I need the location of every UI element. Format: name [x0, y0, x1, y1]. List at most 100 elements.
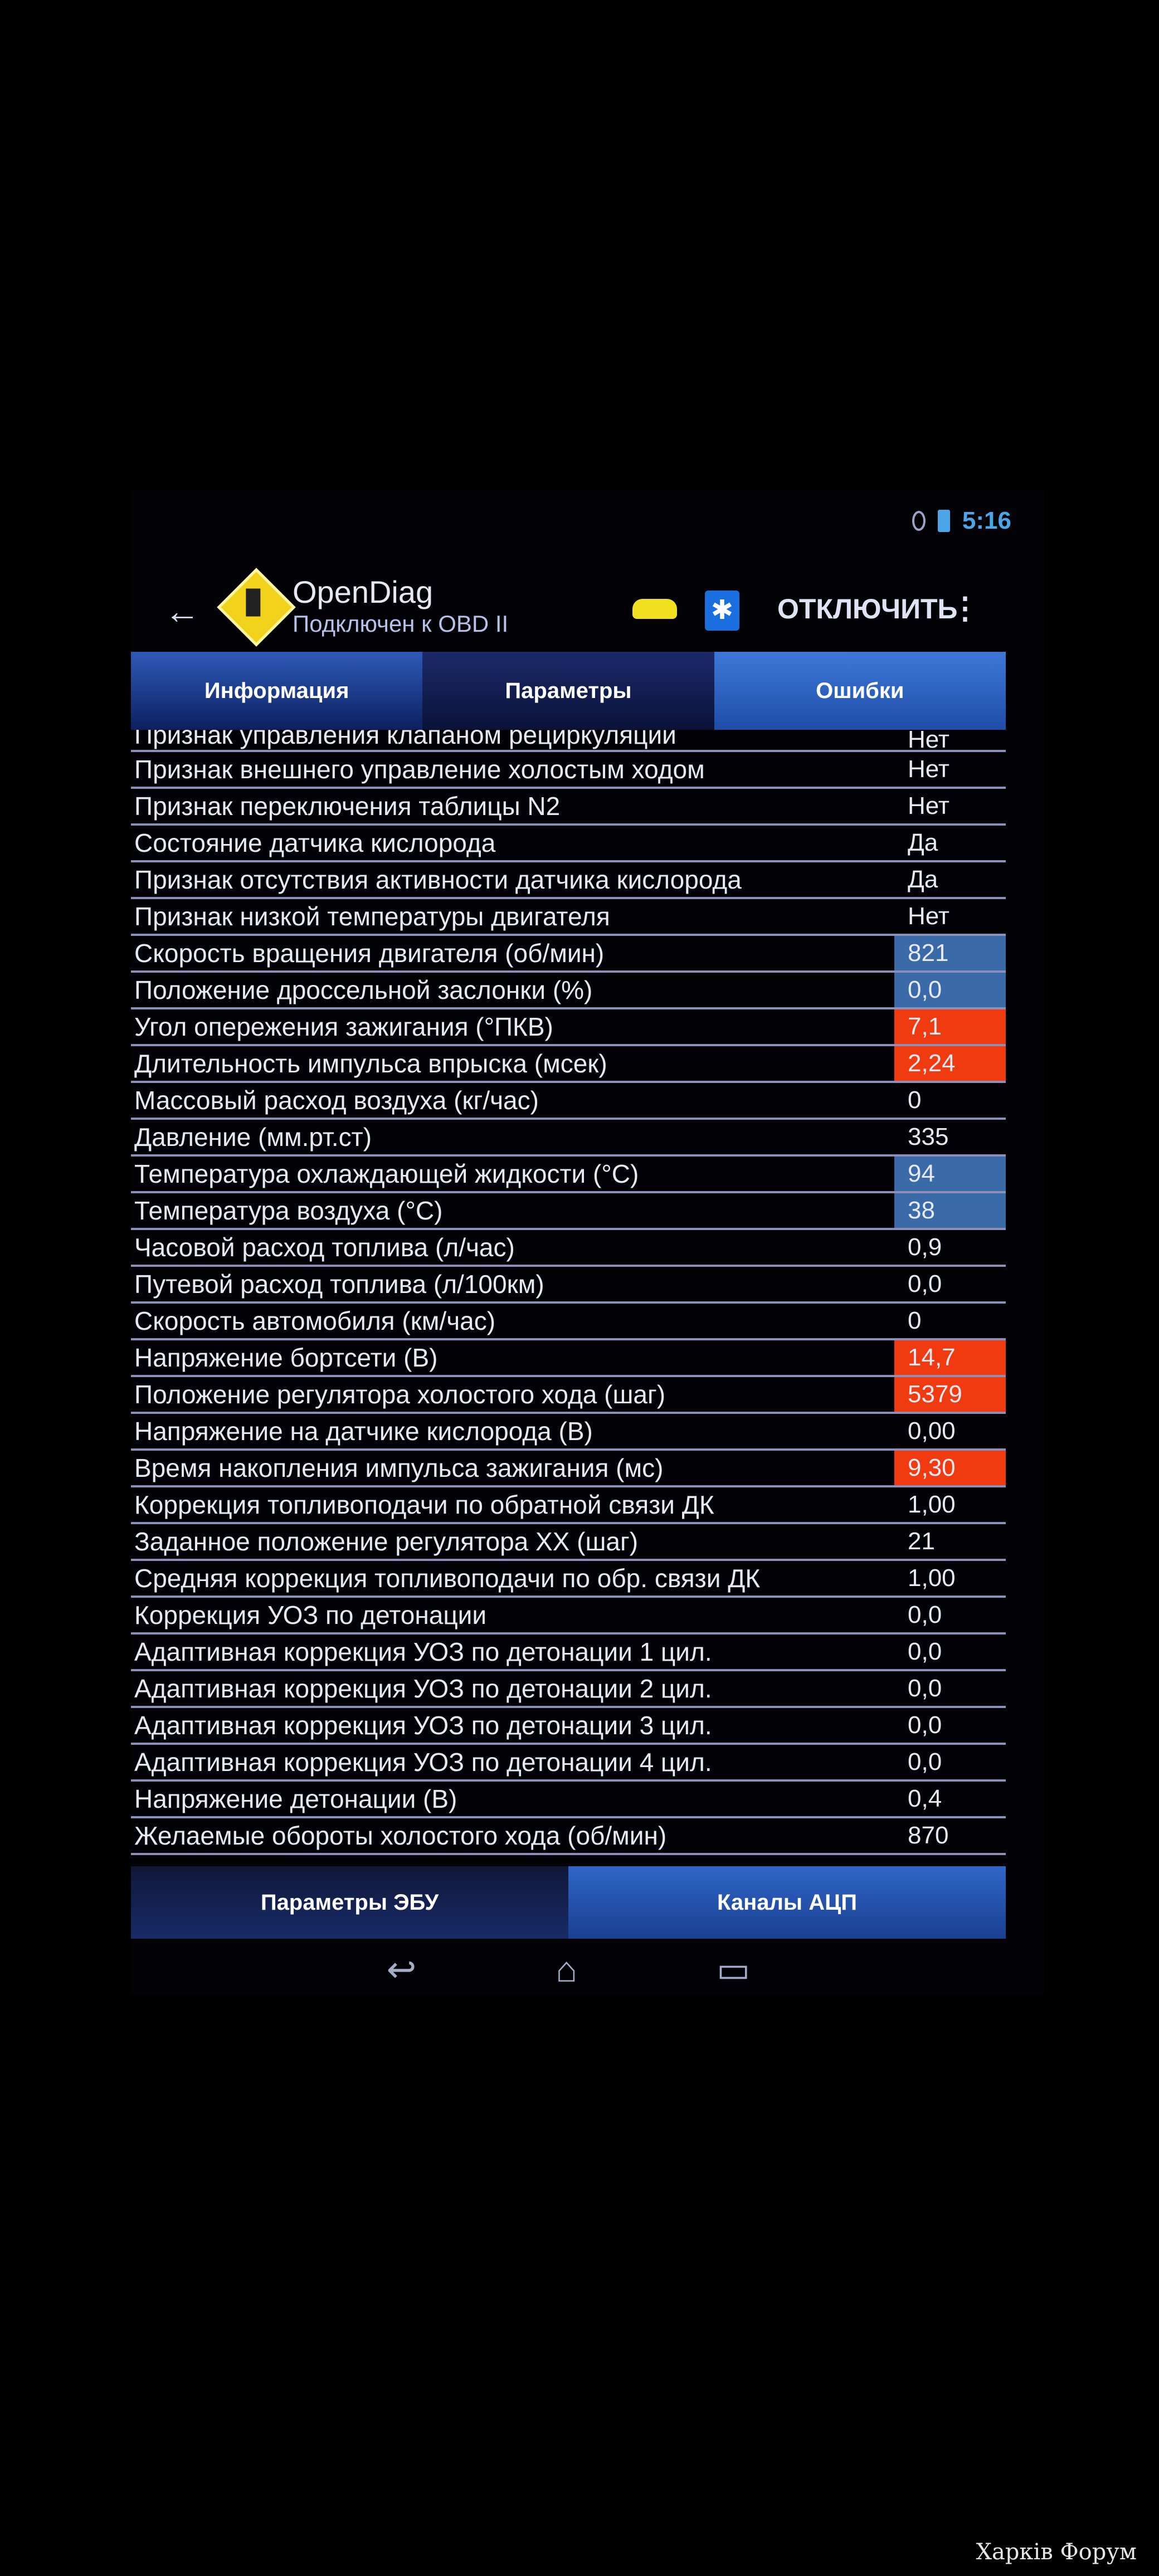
parameter-label: Положение дроссельной заслонки (%)	[134, 975, 593, 1004]
nav-back-icon[interactable]: ↩	[386, 1949, 417, 1989]
parameter-row[interactable]: Заданное положение регулятора ХХ (шаг) 21	[131, 1524, 1006, 1561]
parameter-label: Признак низкой температуры двигателя	[134, 902, 610, 931]
parameter-value: 0,0	[908, 1270, 942, 1297]
parameter-value: 0,0	[894, 973, 1006, 1007]
parameter-row[interactable]: Угол опережения зажигания (°ПКВ) 7,1	[131, 1009, 1006, 1046]
parameter-row[interactable]: Положение дроссельной заслонки (%) 0,0	[131, 973, 1006, 1009]
parameter-value: 870	[908, 1822, 949, 1849]
parameter-row[interactable]: Длительность импульса впрыска (мсек) 2,24	[131, 1046, 1006, 1083]
parameter-value: Да	[908, 866, 938, 893]
parameter-label: Часовой расход топлива (л/час)	[134, 1233, 515, 1262]
parameter-row[interactable]: Температура воздуха (°C) 38	[131, 1193, 1006, 1230]
parameter-value: 0,0	[908, 1638, 942, 1665]
parameter-label: Давление (мм.рт.ст)	[134, 1123, 372, 1152]
parameter-row[interactable]: Адаптивная коррекция УОЗ по детонации 3 …	[131, 1708, 1006, 1745]
parameter-value: 9,30	[894, 1451, 1006, 1485]
parameter-label: Заданное положение регулятора ХХ (шаг)	[134, 1527, 639, 1556]
back-arrow-icon[interactable]: ←	[164, 591, 200, 631]
parameter-label: Адаптивная коррекция УОЗ по детонации 3 …	[134, 1711, 712, 1740]
parameter-row[interactable]: Признак управления клапаном рециркуляции…	[131, 730, 1006, 752]
nav-bar: ↩ ⌂ ▭	[131, 1944, 1006, 1994]
parameter-value: 335	[908, 1123, 949, 1150]
parameter-value: 0,0	[908, 1711, 942, 1739]
tab-ecu-parameters[interactable]: Параметры ЭБУ	[131, 1866, 568, 1939]
car-icon	[632, 599, 677, 619]
disconnect-button[interactable]: ОТКЛЮЧИТЬ	[777, 593, 958, 625]
parameter-row[interactable]: Адаптивная коррекция УОЗ по детонации 2 …	[131, 1671, 1006, 1708]
parameter-label: Длительность импульса впрыска (мсек)	[134, 1049, 607, 1078]
parameter-row[interactable]: Желаемые обороты холостого хода (об/мин)…	[131, 1818, 1006, 1855]
nav-recents-icon[interactable]: ▭	[716, 1949, 751, 1989]
parameter-row[interactable]: Скорость автомобиля (км/час) 0	[131, 1304, 1006, 1340]
parameter-value: 1,00	[908, 1491, 956, 1518]
parameter-value: 7,1	[894, 1009, 1006, 1044]
parameter-value: 0,9	[908, 1233, 942, 1261]
parameter-label: Адаптивная коррекция УОЗ по детонации 1 …	[134, 1637, 712, 1666]
parameter-row[interactable]: Признак низкой температуры двигателя Нет	[131, 899, 1006, 936]
tab-info[interactable]: Информация	[131, 652, 423, 730]
parameter-row[interactable]: Часовой расход топлива (л/час) 0,9	[131, 1230, 1006, 1267]
parameter-value: 94	[894, 1157, 1006, 1191]
overflow-menu-icon[interactable]: ⋮	[950, 592, 980, 625]
parameter-row[interactable]: Напряжение бортсети (В) 14,7	[131, 1340, 1006, 1377]
status-bar: 5:16	[131, 490, 1045, 535]
alarm-icon	[912, 511, 926, 531]
parameter-label: Температура воздуха (°C)	[134, 1196, 443, 1225]
bluetooth-icon[interactable]: ✱	[705, 591, 739, 631]
parameter-row[interactable]: Признак отсутствия активности датчика ки…	[131, 862, 1006, 899]
parameter-value: Нет	[908, 902, 949, 930]
parameter-row[interactable]: Состояние датчика кислорода Да	[131, 826, 1006, 862]
tab-errors[interactable]: Ошибки	[714, 652, 1006, 730]
parameter-row[interactable]: Напряжение детонации (В) 0,4	[131, 1782, 1006, 1818]
parameter-label: Массовый расход воздуха (кг/час)	[134, 1086, 539, 1115]
parameter-row[interactable]: Давление (мм.рт.ст) 335	[131, 1120, 1006, 1157]
parameter-value: 0	[908, 1086, 922, 1114]
parameter-row[interactable]: Напряжение на датчике кислорода (В) 0,00	[131, 1414, 1006, 1451]
parameter-row[interactable]: Коррекция топливоподачи по обратной связ…	[131, 1487, 1006, 1524]
nav-home-icon[interactable]: ⌂	[556, 1949, 577, 1989]
parameter-label: Скорость автомобиля (км/час)	[134, 1306, 496, 1335]
parameter-value: Нет	[908, 755, 949, 783]
parameter-value: 821	[894, 936, 1006, 970]
parameter-label: Признак внешнего управление холостым ход…	[134, 755, 705, 784]
parameter-value: 2,24	[894, 1046, 1006, 1081]
watermark: Харків Форум	[976, 2539, 1137, 2565]
tablet-screen: 5:16 ← OpenDiag Подключен к OBD II ✱ ОТК…	[131, 490, 1045, 1994]
parameter-label: Желаемые обороты холостого хода (об/мин)	[134, 1821, 667, 1850]
parameter-label: Признак отсутствия активности датчика ки…	[134, 865, 742, 894]
action-bar: ← OpenDiag Подключен к OBD II ✱ ОТКЛЮЧИТ…	[131, 568, 1045, 647]
parameter-value: 38	[894, 1193, 1006, 1228]
parameter-row[interactable]: Коррекция УОЗ по детонации 0,0	[131, 1598, 1006, 1635]
opendiag-logo-icon	[217, 568, 296, 647]
parameter-label: Признак переключения таблицы N2	[134, 792, 561, 821]
parameter-label: Адаптивная коррекция УОЗ по детонации 4 …	[134, 1748, 712, 1777]
parameter-row[interactable]: Положение регулятора холостого хода (шаг…	[131, 1377, 1006, 1414]
parameter-row[interactable]: Адаптивная коррекция УОЗ по детонации 4 …	[131, 1745, 1006, 1782]
tab-parameters[interactable]: Параметры	[422, 652, 714, 730]
clock: 5:16	[962, 507, 1011, 534]
main-tabs: Информация Параметры Ошибки	[131, 652, 1006, 730]
parameter-row[interactable]: Признак переключения таблицы N2 Нет	[131, 789, 1006, 826]
parameter-row[interactable]: Скорость вращения двигателя (об/мин) 821	[131, 936, 1006, 973]
parameters-list[interactable]: Признак управления клапаном рециркуляции…	[131, 730, 1006, 1866]
tab-adc-channels[interactable]: Каналы АЦП	[568, 1866, 1006, 1939]
parameter-value: 21	[908, 1528, 935, 1555]
parameter-value: 14,7	[894, 1340, 1006, 1375]
battery-icon	[937, 510, 950, 532]
parameter-value: 0,4	[908, 1785, 942, 1812]
parameter-label: Состояние датчика кислорода	[134, 828, 496, 857]
parameter-label: Коррекция УОЗ по детонации	[134, 1601, 487, 1629]
parameter-row[interactable]: Время накопления импульса зажигания (мс)…	[131, 1451, 1006, 1487]
parameter-row[interactable]: Признак внешнего управление холостым ход…	[131, 752, 1006, 789]
parameter-row[interactable]: Путевой расход топлива (л/100км) 0,0	[131, 1267, 1006, 1304]
parameter-label: Напряжение бортсети (В)	[134, 1343, 438, 1372]
parameter-row[interactable]: Температура охлаждающей жидкости (°C) 94	[131, 1157, 1006, 1193]
parameter-value: Да	[908, 829, 938, 856]
parameter-row[interactable]: Средняя коррекция топливоподачи по обр. …	[131, 1561, 1006, 1598]
parameter-label: Температура охлаждающей жидкости (°C)	[134, 1159, 639, 1188]
parameter-label: Признак управления клапаном рециркуляции	[134, 730, 676, 749]
parameter-row[interactable]: Массовый расход воздуха (кг/час) 0	[131, 1083, 1006, 1120]
parameter-row[interactable]: Адаптивная коррекция УОЗ по детонации 1 …	[131, 1635, 1006, 1671]
parameter-label: Положение регулятора холостого хода (шаг…	[134, 1380, 666, 1409]
parameter-value: 0,0	[908, 1675, 942, 1702]
